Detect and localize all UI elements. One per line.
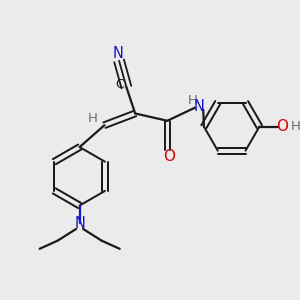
Text: O: O xyxy=(276,119,288,134)
Text: H: H xyxy=(291,120,300,133)
Text: H: H xyxy=(188,94,198,107)
Text: O: O xyxy=(163,149,175,164)
Text: N: N xyxy=(74,216,85,231)
Text: C: C xyxy=(116,78,124,91)
Text: N: N xyxy=(194,99,205,114)
Text: H: H xyxy=(87,112,97,125)
Text: N: N xyxy=(113,46,124,61)
